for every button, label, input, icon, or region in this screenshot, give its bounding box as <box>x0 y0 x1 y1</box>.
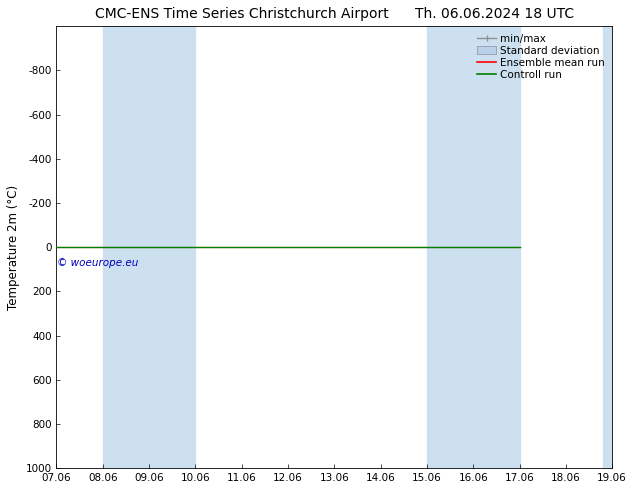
Legend: min/max, Standard deviation, Ensemble mean run, Controll run: min/max, Standard deviation, Ensemble me… <box>473 29 609 84</box>
Bar <box>103 26 195 468</box>
Y-axis label: Temperature 2m (°C): Temperature 2m (°C) <box>7 185 20 310</box>
Bar <box>427 26 520 468</box>
Title: CMC-ENS Time Series Christchurch Airport      Th. 06.06.2024 18 UTC: CMC-ENS Time Series Christchurch Airport… <box>94 7 574 21</box>
Bar <box>603 26 612 468</box>
Text: © woeurope.eu: © woeurope.eu <box>58 258 139 269</box>
